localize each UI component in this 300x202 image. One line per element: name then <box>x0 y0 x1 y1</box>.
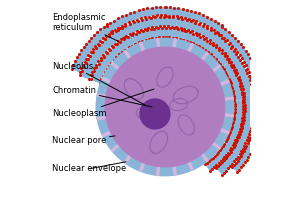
Polygon shape <box>217 26 258 76</box>
Text: Nucleoplasm: Nucleoplasm <box>52 89 154 118</box>
Circle shape <box>105 47 225 167</box>
Polygon shape <box>222 62 243 101</box>
Polygon shape <box>232 132 259 172</box>
Polygon shape <box>80 28 124 79</box>
Polygon shape <box>117 17 178 39</box>
Text: Nuclear envelope: Nuclear envelope <box>52 162 127 173</box>
Polygon shape <box>250 73 263 132</box>
Polygon shape <box>106 7 165 33</box>
Polygon shape <box>165 7 222 32</box>
Polygon shape <box>91 35 136 83</box>
Text: Nuclear pore: Nuclear pore <box>52 136 115 145</box>
Text: Chromatin: Chromatin <box>52 85 152 107</box>
Polygon shape <box>131 28 185 44</box>
Polygon shape <box>228 100 243 140</box>
Polygon shape <box>205 136 236 171</box>
Text: Endoplasmic
reticulum: Endoplasmic reticulum <box>52 13 118 41</box>
Polygon shape <box>239 95 254 140</box>
Circle shape <box>96 38 234 176</box>
Polygon shape <box>176 18 232 53</box>
Polygon shape <box>183 31 230 67</box>
Polygon shape <box>224 47 253 96</box>
Polygon shape <box>216 137 247 175</box>
Polygon shape <box>71 24 112 73</box>
Circle shape <box>140 99 170 129</box>
Text: Nucleolus: Nucleolus <box>52 62 145 105</box>
